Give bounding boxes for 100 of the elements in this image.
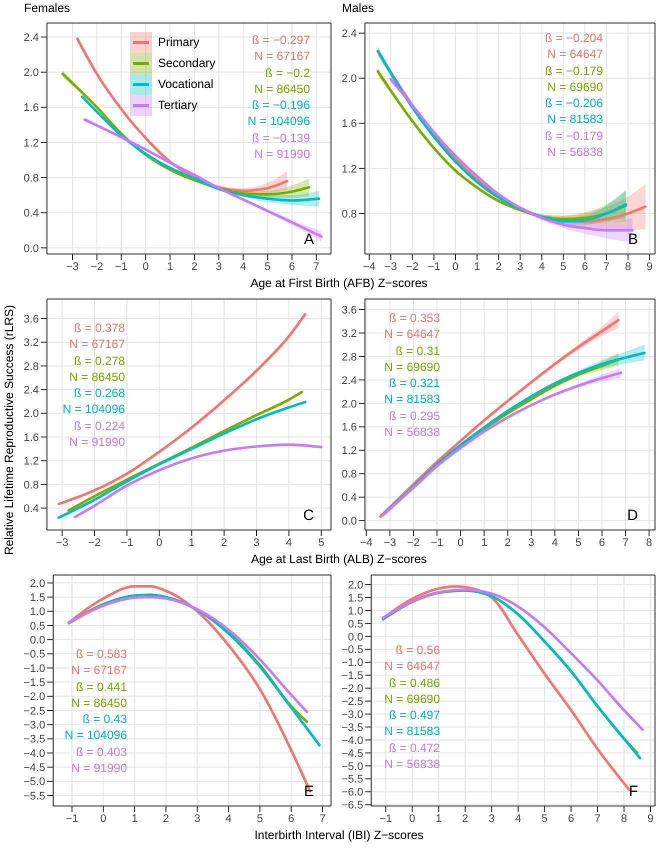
x-tick-label: 6 bbox=[582, 260, 588, 273]
annotation: ß = 0.403 bbox=[74, 744, 127, 760]
y-tick-label: 2.8 bbox=[342, 351, 357, 364]
x-tick-label: 4 bbox=[240, 260, 246, 273]
annotation: N = 104096 bbox=[62, 401, 125, 418]
y-tick-label: −4.0 bbox=[341, 734, 364, 747]
annotation: N = 86450 bbox=[253, 80, 310, 98]
x-tick-label: 9 bbox=[647, 812, 654, 825]
annotation: N = 91990 bbox=[70, 760, 127, 776]
y-tick-label: 0.4 bbox=[342, 492, 357, 504]
x-tick-label: 7 bbox=[313, 260, 320, 273]
annotation: ß = 0.486 bbox=[388, 674, 440, 691]
x-tick-label: 6 bbox=[288, 260, 296, 273]
y-tick-label: −0.5 bbox=[341, 644, 364, 656]
annotation: ß = 0.224 bbox=[72, 418, 125, 434]
annotation: N = 81583 bbox=[546, 111, 603, 128]
y-tick-label: 3.6 bbox=[24, 313, 39, 326]
y-tick-label: 2.8 bbox=[24, 360, 39, 373]
annotation: C bbox=[303, 507, 314, 524]
x-tick-label: 5 bbox=[264, 260, 271, 273]
x-tick-label: −2 bbox=[88, 536, 101, 549]
y-tick-label: −2.0 bbox=[23, 691, 46, 704]
annotation: N = 64647 bbox=[384, 658, 440, 675]
x-tick-label: 7 bbox=[622, 536, 629, 549]
y-tick-label: 1.6 bbox=[24, 432, 39, 444]
y-tick-label: 1.2 bbox=[342, 445, 357, 458]
annotation: N = 69690 bbox=[384, 690, 440, 708]
y-tick-label: 2.0 bbox=[24, 408, 39, 420]
x-tick-label: −4 bbox=[360, 536, 373, 549]
y-tick-label: 0.5 bbox=[30, 620, 46, 632]
x-tick-label: 7 bbox=[319, 812, 326, 825]
x-tick-label: 5 bbox=[542, 812, 548, 825]
annotation: N = 81583 bbox=[384, 391, 440, 408]
annotation: D bbox=[627, 507, 638, 524]
y-axis-title: Relative Lifetime Reproductive Success (rLRS) bbox=[2, 304, 16, 556]
x-tick-label: 0 bbox=[452, 260, 459, 273]
annotation: N = 104096 bbox=[248, 113, 310, 130]
x-tick-label: −1 bbox=[379, 812, 392, 825]
x-tick-label: −1 bbox=[120, 536, 134, 549]
y-tick-label: 0.0 bbox=[348, 631, 364, 644]
x-tick-label: −1 bbox=[430, 536, 444, 549]
y-tick-label: −5.5 bbox=[341, 774, 364, 786]
y-tick-label: 2.4 bbox=[342, 374, 357, 387]
x-tick-label: 2 bbox=[221, 536, 228, 549]
y-tick-label: −3.0 bbox=[23, 720, 46, 732]
x-tick-label: 4 bbox=[226, 812, 232, 825]
x-tick-label: −2 bbox=[407, 536, 420, 549]
x-tick-label: 3 bbox=[253, 536, 260, 549]
x-tick-label: −2 bbox=[406, 260, 419, 273]
y-tick-label: −4.5 bbox=[23, 762, 46, 774]
x-tick-label: −1 bbox=[115, 260, 128, 273]
y-tick-label: 1.6 bbox=[342, 118, 357, 130]
annotation: N = 104096 bbox=[64, 727, 127, 744]
y-tick-label: −2.0 bbox=[341, 683, 364, 696]
x-tick-label: 6 bbox=[598, 536, 606, 549]
x-tick-label: 0 bbox=[142, 260, 149, 273]
annotation: N = 56838 bbox=[384, 424, 440, 440]
annotation: ß = 0.472 bbox=[388, 740, 440, 756]
annotation: ß = 0.497 bbox=[388, 707, 440, 724]
annotation: N = 64647 bbox=[384, 326, 440, 343]
x-tick-label: 4 bbox=[538, 260, 545, 273]
annotation: N = 56838 bbox=[384, 756, 440, 772]
x-tick-label: 1 bbox=[474, 260, 480, 273]
y-tick-label: 0.0 bbox=[342, 516, 357, 528]
legend-label: Primary bbox=[158, 34, 200, 51]
y-tick-label: 2.4 bbox=[24, 384, 39, 397]
x-tick-label: 3 bbox=[216, 260, 222, 273]
x-tick-label: 0 bbox=[156, 536, 162, 549]
y-tick-label: 1.5 bbox=[348, 592, 364, 604]
x-tick-label: 6 bbox=[568, 812, 574, 825]
y-tick-label: −4.5 bbox=[341, 748, 364, 760]
y-tick-label: −2.5 bbox=[341, 696, 364, 708]
annotation: ß = 0.268 bbox=[72, 385, 125, 402]
y-tick-label: −5.0 bbox=[23, 776, 46, 788]
y-tick-label: 0.8 bbox=[24, 479, 39, 492]
x-tick-label: 9 bbox=[646, 260, 653, 273]
y-tick-label: −3.5 bbox=[341, 722, 364, 734]
x-tick-label: 5 bbox=[575, 536, 582, 549]
x-tick-label: −2 bbox=[90, 260, 104, 273]
y-tick-label: 2.4 bbox=[24, 32, 39, 44]
y-tick-label: −1.5 bbox=[341, 670, 364, 682]
annotation: F bbox=[628, 783, 638, 800]
y-tick-label: 1.5 bbox=[30, 592, 46, 604]
annotation: ß = −0.2 bbox=[264, 64, 310, 81]
x-tick-label: 2 bbox=[496, 260, 502, 273]
x-tick-label: 4 bbox=[286, 536, 292, 549]
annotation: A bbox=[304, 231, 314, 248]
annotation: E bbox=[304, 783, 314, 800]
x-tick-label: 0 bbox=[458, 536, 464, 549]
x-tick-label: −3 bbox=[56, 536, 68, 549]
y-tick-label: 0.0 bbox=[30, 634, 46, 647]
y-tick-label: 2.0 bbox=[348, 579, 364, 592]
y-tick-label: 0.0 bbox=[24, 242, 39, 255]
y-tick-label: 2.0 bbox=[342, 398, 357, 410]
annotation: N = 69690 bbox=[546, 78, 603, 96]
x-tick-label: 8 bbox=[624, 260, 632, 273]
y-tick-label: 0.5 bbox=[348, 618, 364, 630]
x-tick-label: 1 bbox=[166, 260, 174, 273]
y-tick-label: −0.5 bbox=[23, 648, 46, 661]
x-axis-title: Interbirth Interval (IBI) Z−scores bbox=[253, 828, 425, 844]
